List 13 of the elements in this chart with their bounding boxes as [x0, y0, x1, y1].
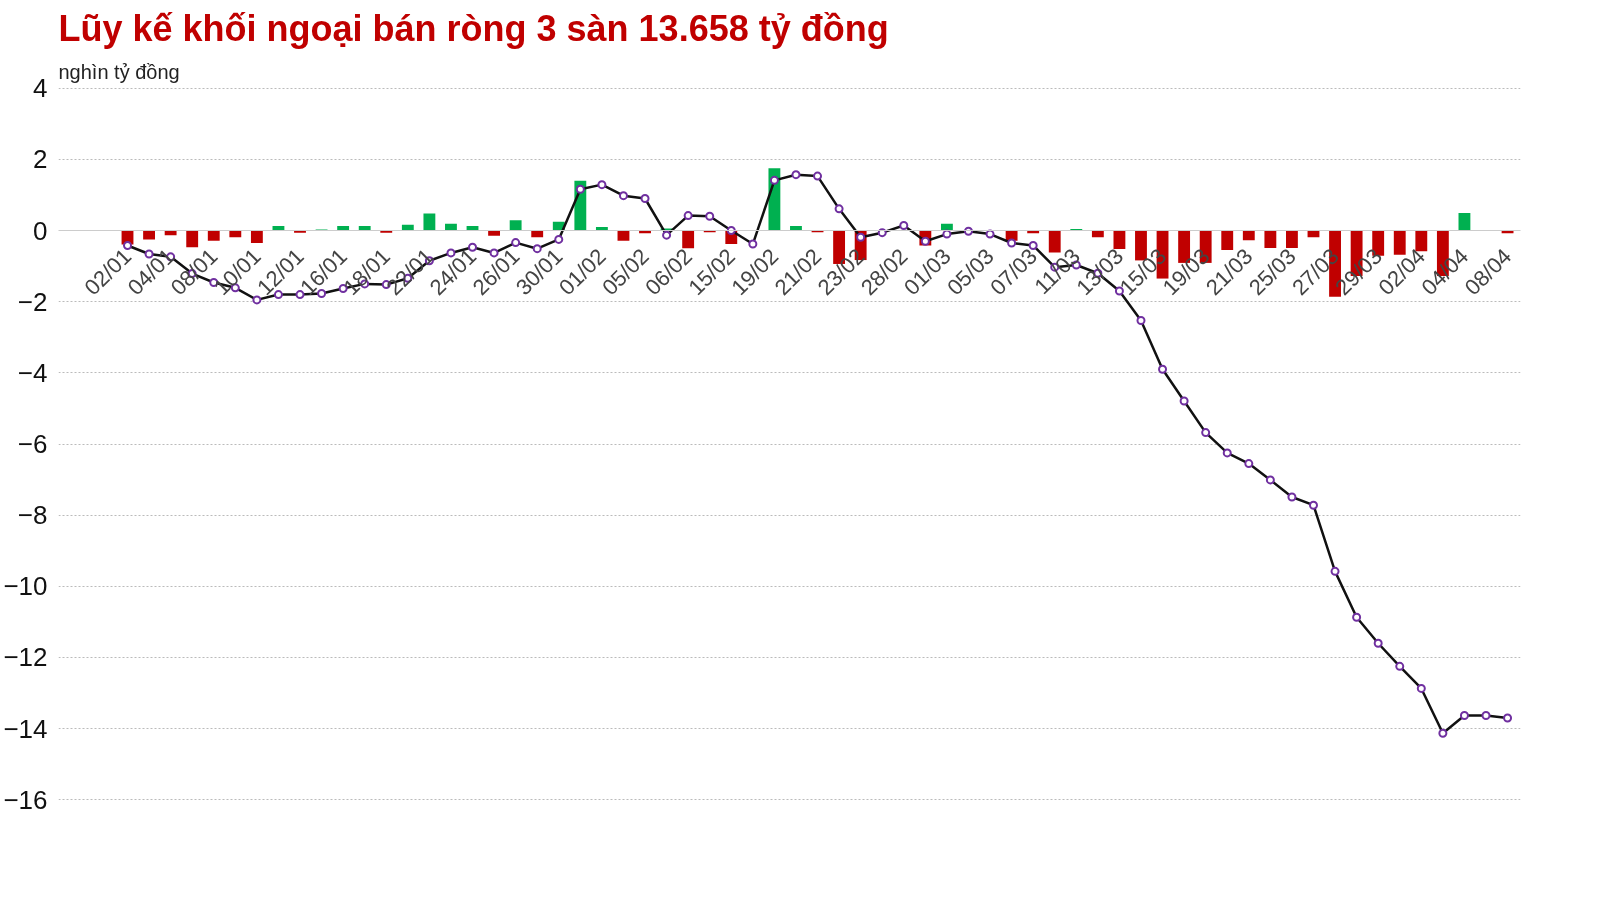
y-tick-label: −2 [17, 286, 48, 317]
y-tick-label: −16 [3, 784, 48, 815]
y-tick-label: −8 [17, 500, 48, 531]
y-tick-label: 0 [33, 215, 48, 246]
y-tick-label: −4 [17, 357, 48, 388]
y-tick-label: −10 [3, 571, 48, 602]
y-tick-label: 4 [33, 73, 48, 104]
y-tick-label: −6 [17, 429, 48, 459]
chart-subtitle: nghìn tỷ đồng [58, 60, 180, 83]
y-tick-label: −12 [3, 642, 48, 673]
y-tick-label: 2 [33, 144, 48, 175]
y-tick-label: −14 [3, 713, 48, 744]
chart-title: Lũy kế khối ngoại bán ròng 3 sàn 13.658 tỷ đồng [58, 7, 889, 49]
